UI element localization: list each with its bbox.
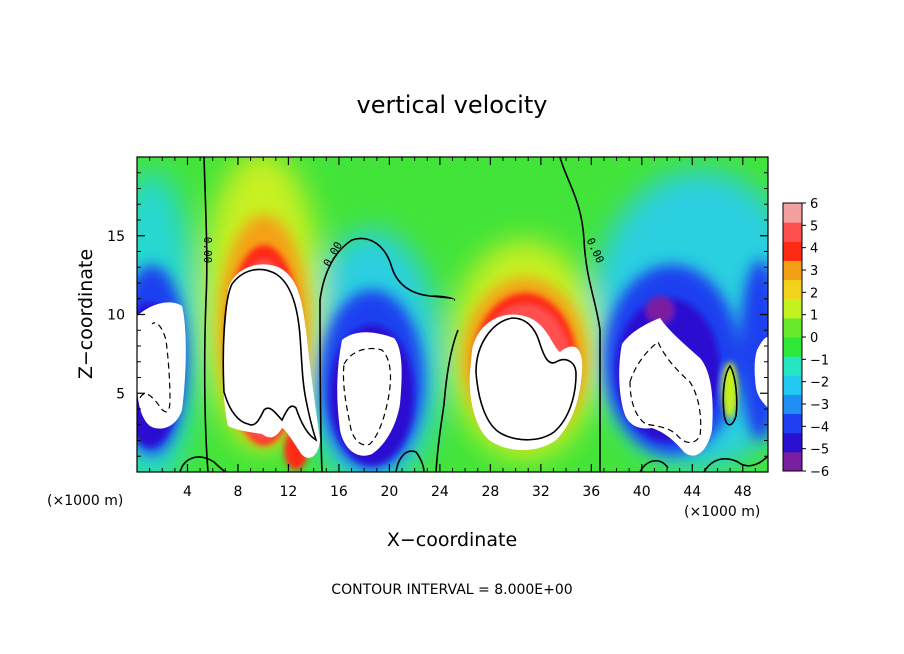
- x-tick-label: 12: [280, 484, 298, 500]
- contours: [179, 157, 768, 472]
- dashed-contours: [139, 322, 702, 446]
- contour-zero-8: [722, 364, 738, 426]
- colorbar-swatch: [783, 241, 802, 261]
- colorbar-tick-label: 3: [810, 264, 818, 279]
- contour-zero-1: [203, 157, 209, 472]
- colorbar-swatch: [783, 432, 802, 453]
- dashed-contour-left: [139, 322, 171, 413]
- colorbar-swatch: [783, 298, 802, 319]
- contour-zero-7: [395, 450, 425, 472]
- colorbar-swatch: [783, 394, 802, 415]
- x-axis: 4 8 12 16 20 24 28 32 36 40 44 48: [149, 157, 756, 500]
- colorbar-tick-label: −2: [810, 376, 829, 391]
- x-tick-label: 16: [330, 484, 348, 500]
- contour-zero-3: [559, 157, 601, 472]
- colorbar-tick-label: 0: [810, 331, 818, 346]
- x-tick-label: 20: [380, 484, 398, 500]
- colorbar-swatch: [783, 413, 802, 434]
- x-axis-label: X−coordinate: [387, 529, 517, 551]
- colorbar-swatch: [783, 203, 802, 223]
- plot-area: 0.00 0.00 0.00: [137, 157, 768, 472]
- colorbar-tick-label: 4: [810, 242, 818, 257]
- x-unit-label-right: (×1000 m): [684, 504, 760, 520]
- colorbar-tick-label: −5: [810, 443, 829, 458]
- x-tick-label: 28: [481, 484, 499, 500]
- colorbar-tick-label: −3: [810, 398, 829, 413]
- contour-label-1: 0.00: [201, 237, 214, 264]
- saturated-downdraft-center: [337, 332, 402, 456]
- colorbar-swatch: [783, 279, 802, 300]
- contour-zero-4: [435, 329, 459, 472]
- colorbar-tick-label: −4: [810, 420, 829, 435]
- contour-updraft-left: [222, 268, 318, 442]
- x-tick-label: 40: [633, 484, 651, 500]
- y-tick-label: 15: [107, 229, 125, 245]
- y-axis-label: Z−coordinate: [75, 249, 97, 379]
- x-tick-label: 4: [183, 484, 192, 500]
- x-tick-label: 36: [582, 484, 600, 500]
- colorbar-swatch: [783, 260, 802, 281]
- colorbar-tick-label: −6: [810, 465, 829, 480]
- colorbar-swatch: [783, 356, 802, 376]
- colorbar-tick-label: 6: [810, 197, 818, 212]
- colorbar-swatch: [783, 337, 802, 357]
- y-axis: 5 10 15: [107, 172, 768, 457]
- x-tick-label: 8: [233, 484, 242, 500]
- x-tick-label: 44: [683, 484, 701, 500]
- colorbar-tick-label: 2: [810, 286, 818, 301]
- contour-interval-note: CONTOUR INTERVAL = 8.000E+00: [331, 582, 572, 598]
- y-tick-label: 10: [107, 308, 125, 324]
- contour-updraft-center: [475, 317, 577, 441]
- dashed-contour-center: [342, 347, 392, 446]
- colorbar-tick-label: 1: [810, 309, 818, 324]
- colorbar-tick-label: 5: [810, 219, 818, 234]
- colorbar: 6 5 4 3 2 1 0 −1 −2 −3 −4 −5 −6: [782, 197, 829, 480]
- saturated-updraft-center: [469, 314, 583, 451]
- saturated-downdraft-far-right: [754, 336, 768, 408]
- colorbar-swatch: [783, 375, 802, 395]
- colorbar-swatch: [783, 451, 802, 472]
- x-tick-label: 32: [532, 484, 550, 500]
- x-unit-label-left: (×1000 m): [47, 493, 123, 509]
- colorbar-tick-label: −1: [810, 353, 829, 368]
- y-tick-label: 5: [116, 386, 125, 402]
- x-tick-label: 48: [734, 484, 752, 500]
- saturated-downdraft-left: [137, 302, 186, 429]
- colorbar-swatch: [783, 317, 802, 338]
- chart-title: vertical velocity: [357, 91, 548, 119]
- colorbar-swatch: [783, 222, 802, 242]
- x-tick-label: 24: [431, 484, 449, 500]
- contour-zero-2: [319, 237, 456, 472]
- field-purple-right: [646, 296, 674, 324]
